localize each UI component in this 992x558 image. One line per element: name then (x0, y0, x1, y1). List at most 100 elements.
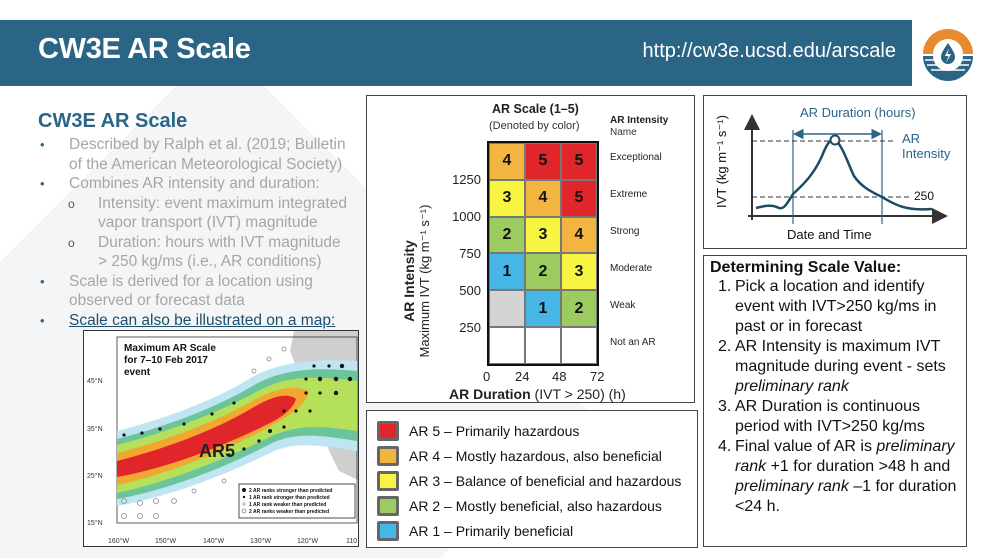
website-url[interactable]: http://cw3e.ucsd.edu/arscale (642, 40, 896, 62)
svg-text:110: 110 (346, 538, 357, 545)
legend-label: AR 5 – Primarily hazardous (409, 422, 580, 439)
sub-bullet-item: o Duration: hours with IVT magnitude > 250… (68, 233, 341, 271)
bullet-dot-icon: • (40, 137, 45, 152)
bullet-dot-icon: • (40, 273, 45, 289)
scale-cell (489, 290, 525, 328)
bullet-item: • Scale is derived for a location using ob… (40, 272, 313, 310)
section-title: CW3E AR Scale (38, 110, 188, 132)
scale-cell (489, 327, 525, 364)
svg-text:event: event (124, 367, 151, 378)
legend-item: AR 2 – Mostly beneficial, also hazardous (377, 493, 697, 518)
y-axis-title: AR Intensity Maximum IVT (kg m⁻¹ s⁻¹) (401, 204, 432, 358)
ar5-label: AR5 (199, 441, 235, 461)
svg-text:1 AR rank weaker than predicte: 1 AR rank weaker than predicted (249, 502, 326, 508)
x-tick: 0 (483, 369, 491, 384)
bullet-item: • Combines AR intensity and duration: (40, 175, 320, 192)
ar-scale-matrix-panel: AR Scale (1–5) (Denoted by color) AR Int… (366, 95, 695, 403)
scale-subtitle: (Denoted by color) (489, 120, 580, 132)
description-panel: CW3E AR Scale • Described by Ralph et al.… (38, 110, 368, 330)
scale-title: AR Scale (1–5) (492, 102, 579, 116)
scale-cell: 2 (525, 253, 561, 291)
scale-cell: 4 (561, 216, 597, 254)
scale-cell: 5 (525, 143, 561, 180)
y-axis-label: IVT (kg m⁻¹ s⁻¹) (714, 115, 729, 208)
legend-item: AR 3 – Balance of beneficial and hazardo… (377, 468, 697, 493)
scale-cell: 4 (489, 143, 525, 180)
svg-text:45°N: 45°N (87, 377, 103, 385)
y-tick: 750 (459, 246, 481, 261)
scale-cell: 3 (489, 179, 525, 217)
intensity-label: AR (902, 131, 920, 146)
legend-label: AR 3 – Balance of beneficial and hazardo… (409, 472, 682, 489)
scale-cell: 4 (525, 179, 561, 217)
step-item: 3. AR Duration is continuous period with I… (718, 398, 925, 435)
svg-text:150°W: 150°W (155, 537, 176, 545)
bullet-item-map-link[interactable]: • Scale can also be illustrated on a map: (40, 311, 336, 329)
duration-label: AR Duration (hours) (800, 105, 916, 120)
intensity-name: Not an AR (610, 337, 656, 348)
y-tick: 1250 (452, 172, 481, 187)
color-swatch-icon (377, 520, 399, 541)
intensity-name: Extreme (610, 189, 648, 200)
svg-text:130°W: 130°W (250, 537, 271, 545)
legend-item: AR 4 – Mostly hazardous, also beneficial (377, 443, 697, 468)
scale-cell: 2 (489, 216, 525, 254)
scale-cell: 5 (561, 179, 597, 217)
color-swatch-icon (377, 470, 399, 491)
legend-item: AR 1 – Primarily beneficial (377, 518, 697, 543)
color-swatch-icon (377, 420, 399, 441)
intensity-name: Moderate (610, 263, 653, 274)
step-item: 4. Final value of AR is preliminary rank +… (718, 438, 957, 515)
svg-text:120°W: 120°W (297, 537, 318, 545)
x-tick: 24 (515, 369, 530, 384)
sub-bullet-circle-icon: o (68, 235, 75, 250)
svg-text:2 AR ranks weaker than predict: 2 AR ranks weaker than predicted (249, 509, 329, 515)
bullet-dot-icon: • (40, 176, 45, 191)
scale-cell: 3 (525, 216, 561, 254)
svg-text:2 AR ranks stronger than predi: 2 AR ranks stronger than predicted (249, 488, 332, 494)
legend-item: AR 5 – Primarily hazardous (377, 418, 697, 443)
step-item: 2. AR Intensity is maximum IVT magnitude d… (718, 338, 946, 395)
map-title: Maximum AR Scale (124, 343, 216, 354)
step-item: 1. Pick a location and identify event with… (718, 278, 937, 335)
scale-cell: 1 (489, 253, 525, 291)
steps-title: Determining Scale Value: (710, 259, 902, 276)
sub-bullet-item: o Intensity: event maximum integrated vapo… (68, 194, 347, 232)
svg-text:1 AR rank stronger than predic: 1 AR rank stronger than predicted (249, 495, 330, 501)
intensity-name: Weak (610, 300, 636, 311)
y-tick: 250 (459, 320, 481, 335)
svg-text:15°N: 15°N (87, 519, 103, 527)
ivt-time-diagram: AR Duration (hours) AR Intensity 250 Dat… (703, 95, 967, 249)
x-tick: 72 (590, 369, 605, 384)
scale-cell: 3 (561, 253, 597, 291)
ivt-curve-figure: AR Duration (hours) AR Intensity 250 Dat… (714, 105, 951, 242)
title-banner: CW3E AR Scale http://cw3e.ucsd.edu/arsca… (0, 20, 912, 86)
steps-list: 1. Pick a location and identify event with… (710, 277, 960, 517)
scale-cell (561, 327, 597, 364)
bullet-item: • Described by Ralph et al. (2019; Bullet… (40, 136, 346, 173)
x-tick: 48 (552, 369, 567, 384)
ar-scale-map: Maximum AR Scale for 7–10 Feb 2017 event… (83, 330, 359, 547)
svg-text:for 7–10 Feb 2017: for 7–10 Feb 2017 (124, 355, 208, 366)
bullet-dot-icon: • (40, 312, 45, 328)
svg-text:35°N: 35°N (87, 425, 103, 433)
legend-label: AR 4 – Mostly hazardous, also beneficial (409, 447, 662, 464)
intensity-name: Strong (610, 226, 640, 237)
color-swatch-icon (377, 495, 399, 516)
color-swatch-icon (377, 445, 399, 466)
legend-label: AR 2 – Mostly beneficial, also hazardous (409, 497, 662, 514)
sub-bullet-circle-icon: o (68, 196, 75, 211)
legend-label: AR 1 – Primarily beneficial (409, 522, 574, 539)
scale-cell (525, 327, 561, 364)
map-figure: Maximum AR Scale for 7–10 Feb 2017 event… (84, 331, 358, 546)
threshold-label: 250 (914, 189, 934, 203)
y-tick: 1000 (452, 209, 481, 224)
intensity-name: Exceptional (610, 152, 662, 163)
cw3e-logo-icon (923, 29, 973, 81)
x-axis-label: Date and Time (787, 227, 872, 242)
svg-text:160°W: 160°W (108, 537, 129, 545)
determining-scale-panel: Determining Scale Value: 1. Pick a locati… (703, 255, 967, 547)
map-legend (238, 483, 356, 519)
x-axis-title: AR Duration (IVT > 250) (h) (449, 386, 626, 402)
